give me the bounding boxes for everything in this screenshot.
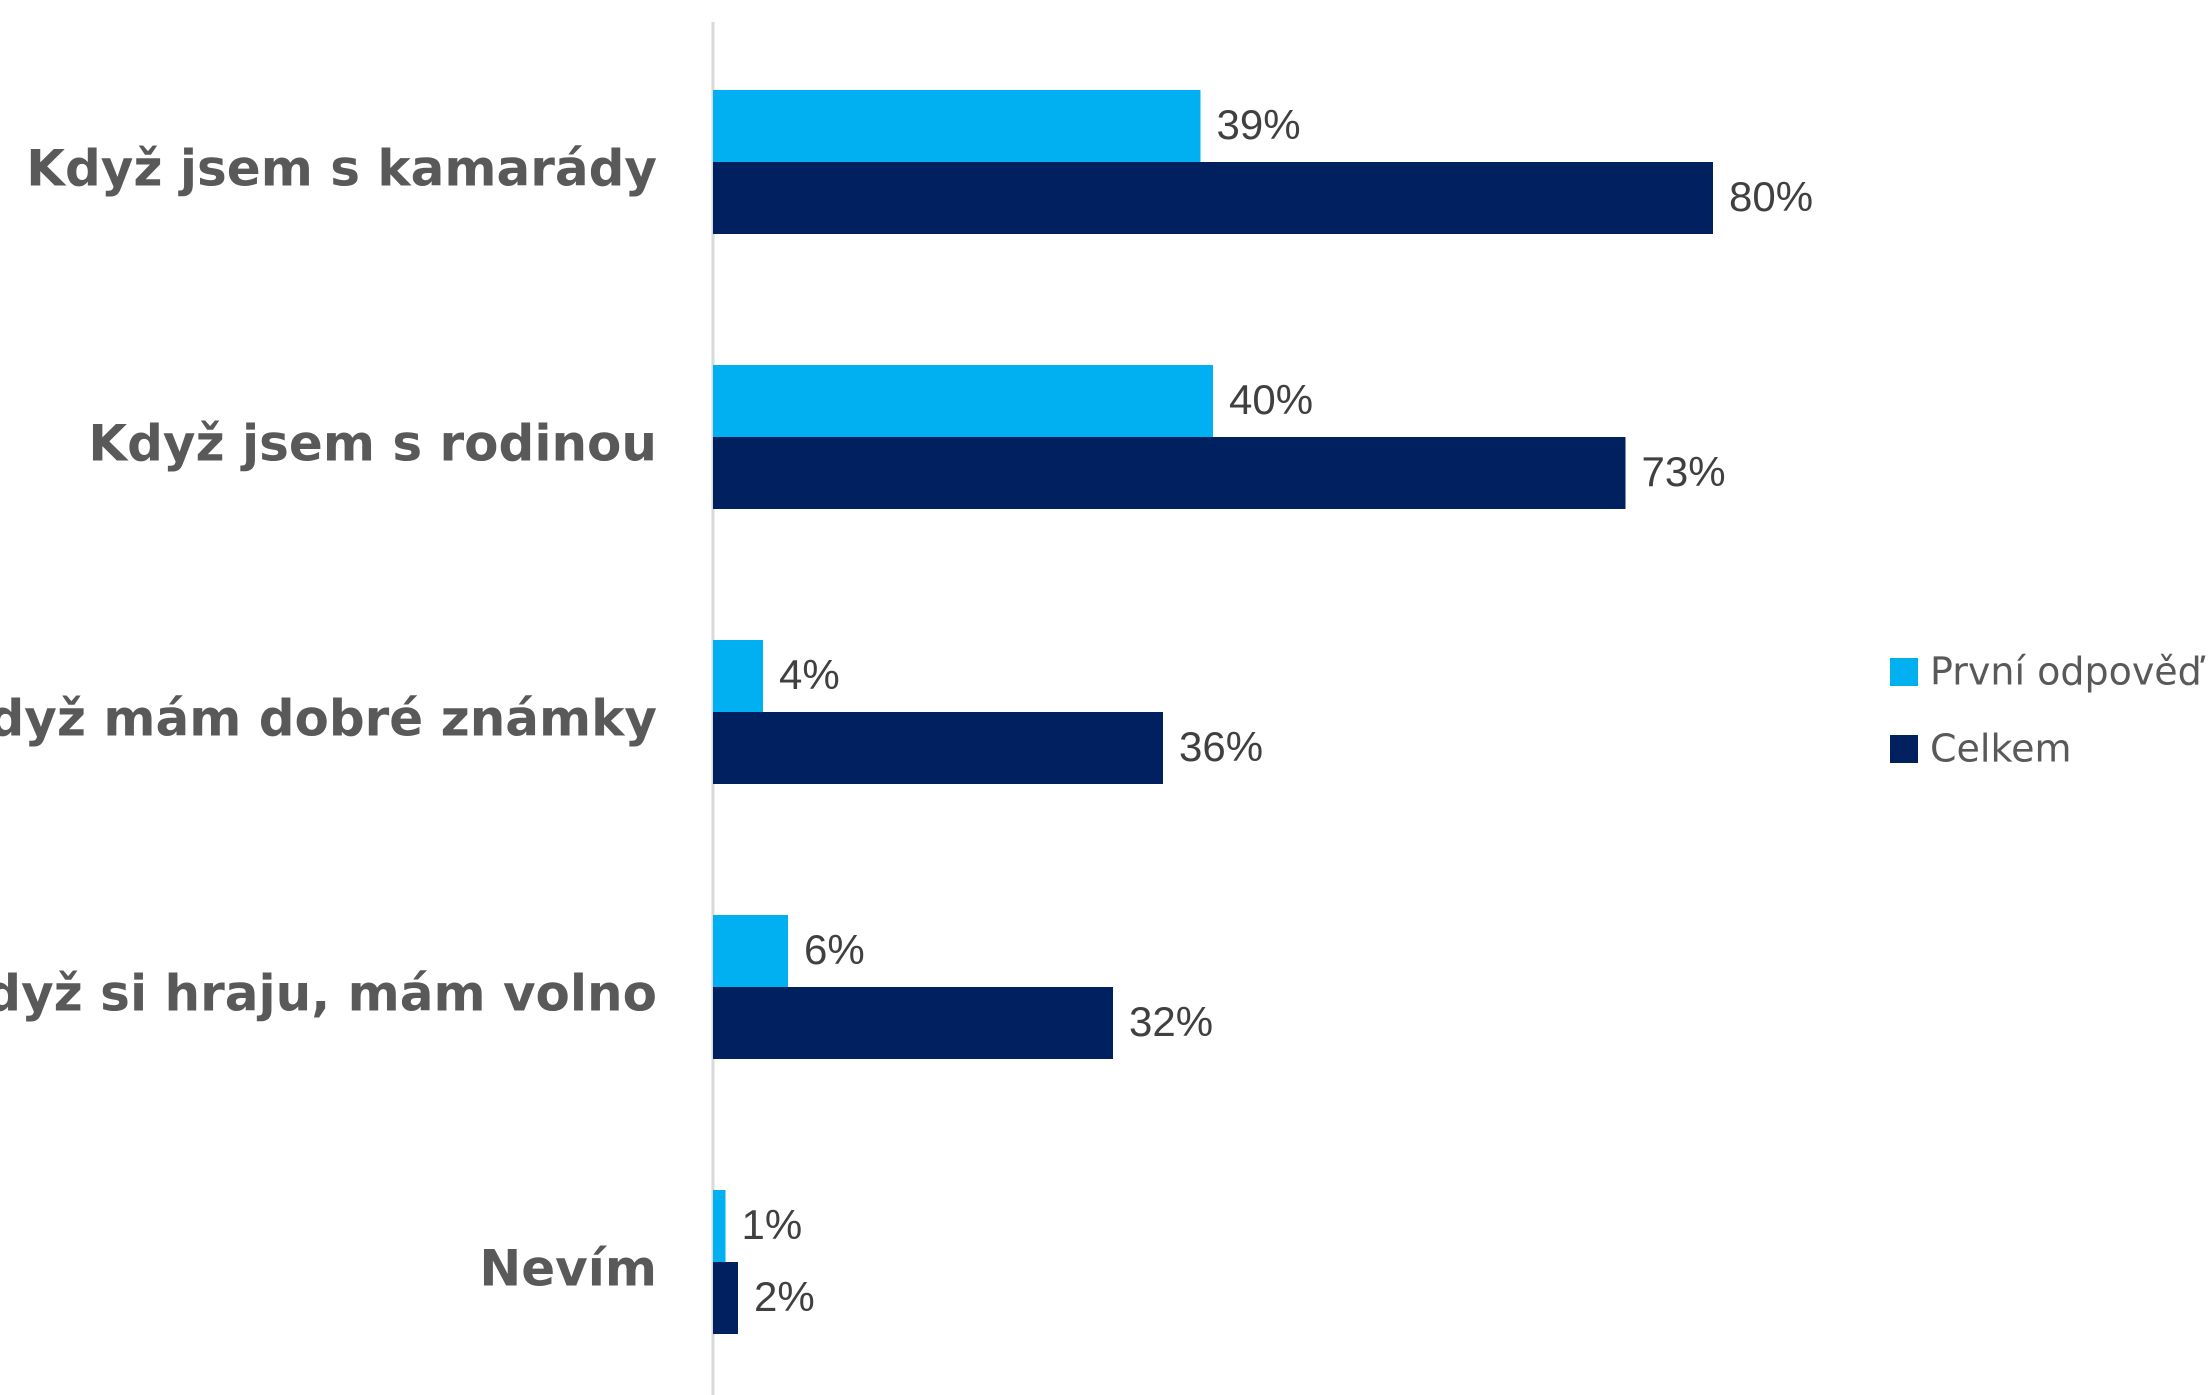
data-label: 40%	[1229, 376, 1313, 423]
category-label: Když jsem s rodinou	[88, 415, 657, 473]
legend-swatch	[1890, 658, 1918, 686]
category-label: Když si hraju, mám volno	[0, 965, 657, 1023]
bars-group	[713, 90, 1713, 1334]
category-label: Když jsem s kamarády	[26, 140, 657, 198]
category-label: Když mám dobré známky	[0, 690, 657, 748]
bar-first-answer	[713, 1190, 726, 1262]
bar-total	[713, 712, 1163, 784]
legend: První odpověď Celkem	[1890, 650, 2206, 771]
data-label: 73%	[1642, 448, 1726, 495]
legend-swatch	[1890, 735, 1918, 763]
category-labels: Když jsem s kamarády Když jsem s rodinou K…	[0, 140, 657, 1298]
bar-total	[713, 987, 1113, 1059]
legend-label: Celkem	[1930, 727, 2072, 771]
data-label: 39%	[1217, 101, 1301, 148]
category-label: Nevím	[479, 1240, 657, 1298]
bar-first-answer	[713, 365, 1213, 437]
data-label: 1%	[742, 1201, 803, 1248]
bar-total	[713, 437, 1626, 509]
data-label: 2%	[754, 1273, 815, 1320]
bar-total	[713, 1262, 738, 1334]
bar-first-answer	[713, 90, 1201, 162]
data-label: 6%	[804, 926, 865, 973]
bar-first-answer	[713, 640, 763, 712]
bar-total	[713, 162, 1713, 234]
bar-first-answer	[713, 915, 788, 987]
data-label: 32%	[1129, 998, 1213, 1045]
data-label: 36%	[1179, 723, 1263, 770]
data-labels: 39% 80% 40% 73% 4% 36% 6% 32% 1% 2%	[742, 101, 1814, 1320]
data-label: 80%	[1729, 173, 1813, 220]
data-label: 4%	[779, 651, 840, 698]
legend-label: První odpověď	[1930, 650, 2206, 694]
